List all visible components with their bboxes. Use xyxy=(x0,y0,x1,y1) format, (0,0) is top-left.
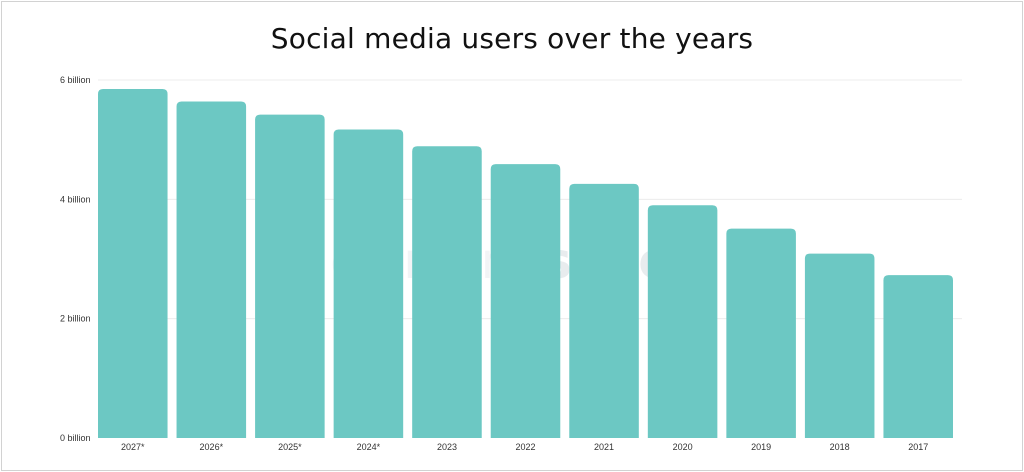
bar-2019 xyxy=(726,228,796,438)
bar-2021 xyxy=(569,183,639,438)
x-tick-label: 2025* xyxy=(278,442,302,452)
x-tick-label: 2026* xyxy=(200,442,224,452)
bar-2020 xyxy=(647,205,718,438)
x-axis-labels: 2027* 2026* 2025* 2024* 2023 2022 2021 2020 2019… xyxy=(121,442,928,452)
chart-title: Social media users over the years xyxy=(270,22,754,55)
x-tick-label: 2019 xyxy=(751,442,771,452)
bar-2027-projected xyxy=(98,88,168,438)
bar-2022 xyxy=(490,164,561,438)
x-tick-label: 2027* xyxy=(121,442,145,452)
y-tick-label: 2 billion xyxy=(60,314,91,324)
bar-2024-projected xyxy=(333,129,404,439)
x-tick-label: 2022 xyxy=(515,442,535,452)
bar-2026-projected xyxy=(176,101,247,438)
x-tick-label: 2017 xyxy=(908,442,928,452)
x-tick-label: 2024* xyxy=(357,442,381,452)
bar-2025-projected xyxy=(255,114,325,439)
y-tick-label: 4 billion xyxy=(60,194,91,204)
x-tick-label: 2020 xyxy=(673,442,693,452)
bars xyxy=(98,88,953,439)
bar-2023 xyxy=(412,146,482,439)
x-tick-label: 2018 xyxy=(830,442,850,452)
bar-2017 xyxy=(883,275,953,438)
y-axis-ticks: 0 billion 2 billion 4 billion 6 billion xyxy=(60,75,91,443)
y-tick-label: 0 billion xyxy=(60,433,91,443)
y-tick-label: 6 billion xyxy=(60,75,91,85)
x-tick-label: 2021 xyxy=(594,442,614,452)
bar-2018 xyxy=(804,253,875,438)
x-tick-label: 2023 xyxy=(437,442,457,452)
